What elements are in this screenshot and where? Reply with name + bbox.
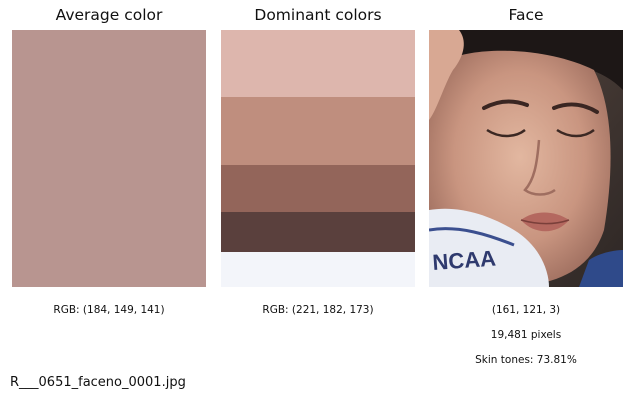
face-skin-tones: Skin tones: 73.81% (475, 354, 577, 366)
face-title: Face (508, 6, 544, 24)
dominant-colors-swatch (221, 30, 415, 287)
file-name: R___0651_faceno_0001.jpg (10, 375, 186, 390)
dominant-color-band-1 (221, 30, 415, 98)
average-rgb-label: RGB: (184, 149, 141) (53, 304, 165, 316)
face-rgb-label: (161, 121, 3) (491, 304, 561, 316)
dominant-color-bands (221, 30, 415, 287)
face-image: NCAA (429, 30, 623, 287)
average-color-fill (12, 30, 206, 287)
dominant-color-band-5 (221, 252, 415, 287)
dominant-color-band-3 (221, 164, 415, 212)
dominant-colors-title: Dominant colors (254, 6, 382, 24)
dominant-color-band-2 (221, 97, 415, 165)
face-pixel-count: 19,481 pixels (490, 329, 562, 341)
dominant-color-band-4 (221, 211, 415, 253)
average-color-title: Average color (55, 6, 163, 24)
face-photo-illustration: NCAA (429, 30, 623, 287)
svg-text:NCAA: NCAA (432, 246, 497, 275)
average-color-swatch (12, 30, 206, 287)
dominant-rgb-label: RGB: (221, 182, 173) (262, 304, 374, 316)
